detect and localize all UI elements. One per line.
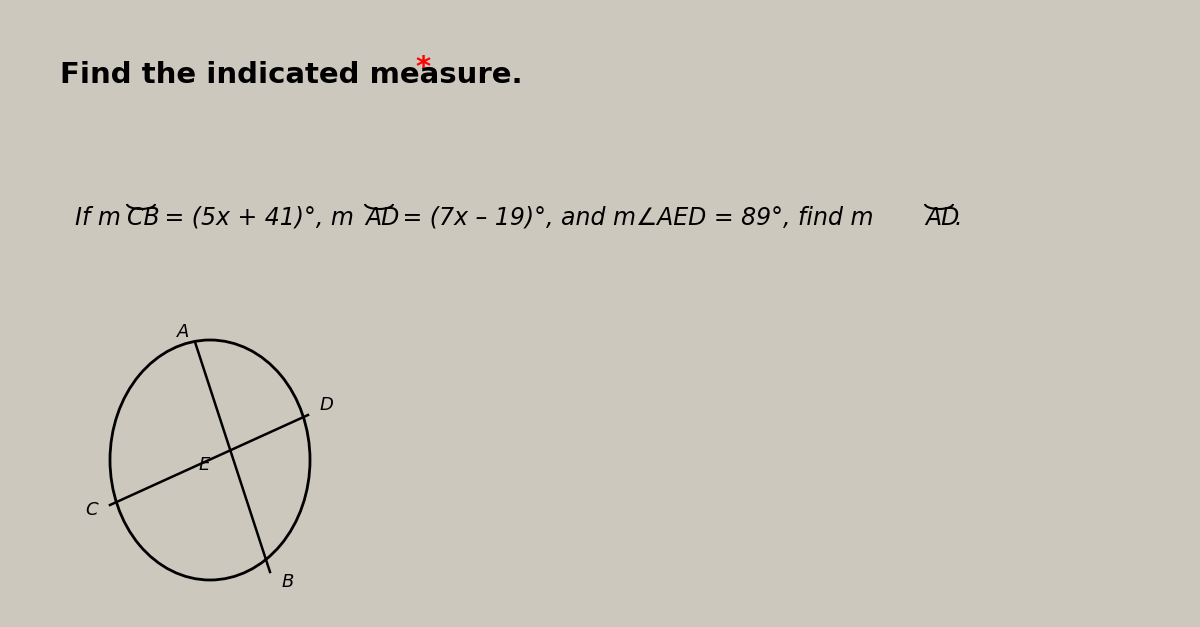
Text: A: A bbox=[176, 323, 190, 341]
Text: Find the indicated measure.: Find the indicated measure. bbox=[60, 61, 523, 89]
Text: E: E bbox=[198, 456, 210, 474]
Text: C: C bbox=[85, 501, 98, 519]
Text: AD: AD bbox=[365, 206, 400, 230]
Text: D: D bbox=[319, 396, 332, 414]
Text: B: B bbox=[282, 573, 294, 591]
Text: = (5x + 41)°, m: = (5x + 41)°, m bbox=[157, 206, 354, 230]
Text: = (7x – 19)°, and m∠AED = 89°, find m: = (7x – 19)°, and m∠AED = 89°, find m bbox=[395, 206, 874, 230]
Text: If m: If m bbox=[74, 206, 121, 230]
Text: AD: AD bbox=[925, 206, 959, 230]
Text: .: . bbox=[955, 206, 962, 230]
Text: CB: CB bbox=[127, 206, 160, 230]
Text: *: * bbox=[415, 54, 430, 82]
